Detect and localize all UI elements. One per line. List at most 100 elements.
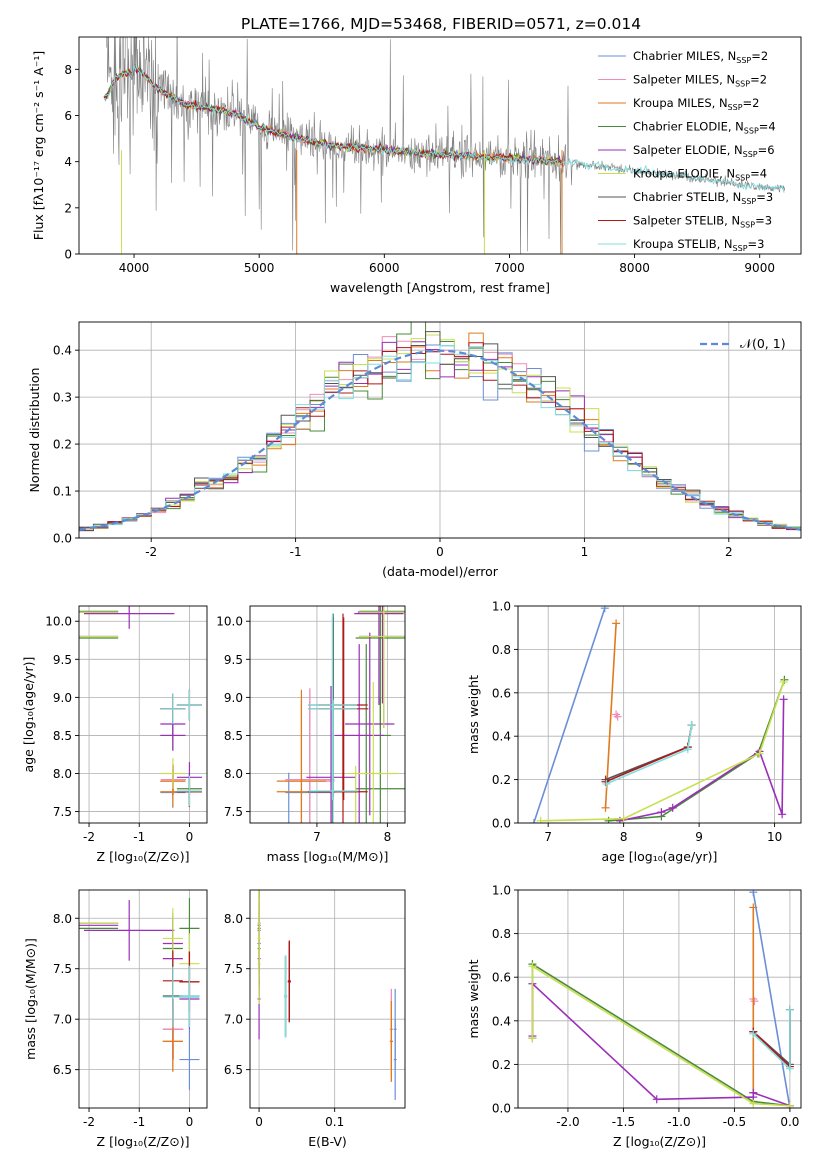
- age_vs_mass-frame: [249, 605, 406, 824]
- mass_vs_Z-frame: [78, 889, 208, 1109]
- y-tick-label: 6.5: [224, 1063, 243, 1077]
- x-tick-label: 1: [581, 545, 589, 559]
- y-tick-label: 7.5: [53, 962, 72, 976]
- x-tick-label: 2: [725, 545, 733, 559]
- mass_vs_ebv-panel: 0 0.1 6.5 7.0 7.5 8.0 E(B-V): [224, 889, 406, 1149]
- y-axis-label: mass weight: [466, 959, 481, 1038]
- y-tick-label: 2: [64, 201, 72, 215]
- mass_vs_Z-panel: -2 -1 0 6.5 7.0 7.5 8.0 Z [log₁₀(Z/Z⊙)] mass [lo…: [23, 889, 208, 1149]
- age_vs_mass-plot-area: [276, 606, 405, 823]
- mass_vs_Z-plot-area: [79, 898, 200, 1090]
- x-axis-label: E(B-V): [308, 1134, 347, 1149]
- y-axis-label: mass weight: [466, 675, 481, 754]
- weight-line: [531, 964, 790, 1107]
- weight-line: [605, 725, 693, 785]
- y-tick-label: 8.5: [53, 729, 72, 743]
- x-tick-label: -2: [83, 1115, 95, 1129]
- x-tick-label: 0: [436, 545, 444, 559]
- x-tick-label: -2: [83, 830, 95, 844]
- y-axis-label: Normed distribution: [27, 368, 42, 493]
- y-tick-label: 7.0: [53, 1013, 72, 1027]
- y-tick-label: 8.0: [224, 767, 243, 781]
- y-tick-label: 9.5: [53, 653, 72, 667]
- y-tick-label: 7.5: [224, 805, 243, 819]
- y-tick-label: 8.0: [53, 912, 72, 926]
- y-tick-label: 0.4: [53, 344, 72, 358]
- histogram-line: [79, 345, 801, 529]
- y-tick-label: 0.6: [492, 686, 511, 700]
- x-tick-label: 7: [544, 830, 552, 844]
- x-tick-label: 8: [620, 830, 628, 844]
- weight_vs_Z-plot-area: [528, 890, 794, 1108]
- mass_vs_ebv-plot-area: [257, 890, 397, 1100]
- y-tick-label: 0.0: [492, 1102, 511, 1116]
- y-tick-label: 0.8: [492, 643, 511, 657]
- x-tick-label: 8000: [619, 261, 650, 275]
- y-tick-label: 9.0: [53, 691, 72, 705]
- x-tick-label: -1: [133, 830, 145, 844]
- y-tick-label: 0: [64, 248, 72, 262]
- x-tick-label: 8: [384, 830, 392, 844]
- x-axis-label: age [log₁₀(age/yr)]: [602, 849, 718, 864]
- y-tick-label: 0.2: [492, 773, 511, 787]
- x-tick-label: 0.1: [325, 1115, 344, 1129]
- y-tick-label: 7.0: [224, 1013, 243, 1027]
- y-tick-label: 8.0: [53, 767, 72, 781]
- x-tick-label: -2: [145, 545, 157, 559]
- y-axis-label: age [log₁₀(age/yr)]: [21, 657, 36, 773]
- legend-label: Kroupa MILES, NSSP=2: [633, 96, 759, 112]
- x-axis-label: Z [log₁₀(Z/Z⊙)]: [97, 1134, 190, 1149]
- y-tick-label: 0.4: [492, 1014, 511, 1028]
- legend-label: Chabrier ELODIE, NSSP=4: [633, 120, 776, 136]
- weight-line: [533, 607, 606, 823]
- y-tick-label: 0.0: [492, 817, 511, 831]
- y-tick-label: 10.0: [216, 615, 243, 629]
- age_vs_Z-panel: -2 -1 0 7.5 8.0 8.5 9.0 9.5 10.0 Z [log₁₀(Z/Z⊙)] a…: [21, 605, 208, 864]
- x-tick-label: 4000: [119, 261, 150, 275]
- x-axis-label: wavelength [Angstrom, rest frame]: [330, 280, 550, 295]
- x-axis-label: Z [log₁₀(Z/Z⊙)]: [97, 849, 190, 864]
- spectrum-plot-area: [103, 37, 785, 254]
- y-tick-label: 0.1: [53, 485, 72, 499]
- x-tick-label: -1: [133, 1115, 145, 1129]
- y-tick-label: 4: [64, 155, 72, 169]
- y-tick-label: 0.2: [53, 438, 72, 452]
- figure-title: PLATE=1766, MJD=53468, FIBERID=0571, z=0…: [241, 15, 641, 33]
- x-tick-label: 6000: [369, 261, 400, 275]
- weight_vs_age-plot-area: [529, 606, 789, 823]
- x-tick-label: 5000: [244, 261, 275, 275]
- y-tick-label: 0.0: [53, 532, 72, 546]
- y-tick-label: 0.4: [492, 730, 511, 744]
- y-tick-label: 10.0: [45, 615, 72, 629]
- weight_vs_Z-frame: [517, 889, 802, 1109]
- x-tick-label: 0: [186, 830, 194, 844]
- residuals-panel: -2 -1 0 1 2 0.0 0.1 0.2 0.3 0.4 (data-model)/error…: [27, 321, 802, 579]
- spectrum-model-line: [103, 64, 785, 193]
- y-tick-label: 0.8: [492, 927, 511, 941]
- spectrum-frame: [78, 36, 802, 255]
- weight_vs_age-panel: 7 8 9 10 0.0 0.2 0.4 0.6 0.8 1.0 age [log₁₀(age/yr…: [466, 600, 802, 864]
- mass_vs_ebv-frame: [249, 889, 406, 1109]
- legend-label: Salpeter STELIB, NSSP=3: [633, 214, 772, 230]
- x-tick-label: -1.0: [667, 1115, 690, 1129]
- x-tick-label: 9000: [744, 261, 775, 275]
- spectrum-panel: 4000 5000 6000 7000 8000 9000 0 2 4 6 8 wavelength …: [31, 36, 802, 295]
- x-tick-label: 0: [186, 1115, 194, 1129]
- x-tick-label: 9: [695, 830, 703, 844]
- gaussian-legend-label: 𝒩(0, 1): [740, 336, 786, 351]
- plots-group: 4000 5000 6000 7000 8000 900002468wavelength …: [21, 36, 802, 1149]
- y-tick-label: 0.2: [492, 1058, 511, 1072]
- x-tick-label: 7000: [494, 261, 525, 275]
- y-tick-label: 6: [64, 109, 72, 123]
- x-axis-label: (data-model)/error: [382, 564, 499, 579]
- x-axis-label: mass [log₁₀(M/M⊙)]: [267, 849, 389, 864]
- legend-label: Kroupa ELODIE, NSSP=4: [633, 167, 767, 183]
- y-tick-label: 1.0: [492, 884, 511, 898]
- x-tick-label: -1: [290, 545, 302, 559]
- x-tick-label: 0: [255, 1115, 263, 1129]
- residuals-plot-area: [79, 322, 801, 532]
- legend-label: Chabrier MILES, NSSP=2: [633, 49, 768, 65]
- x-tick-label: -2.0: [556, 1115, 579, 1129]
- weight-line: [540, 681, 785, 822]
